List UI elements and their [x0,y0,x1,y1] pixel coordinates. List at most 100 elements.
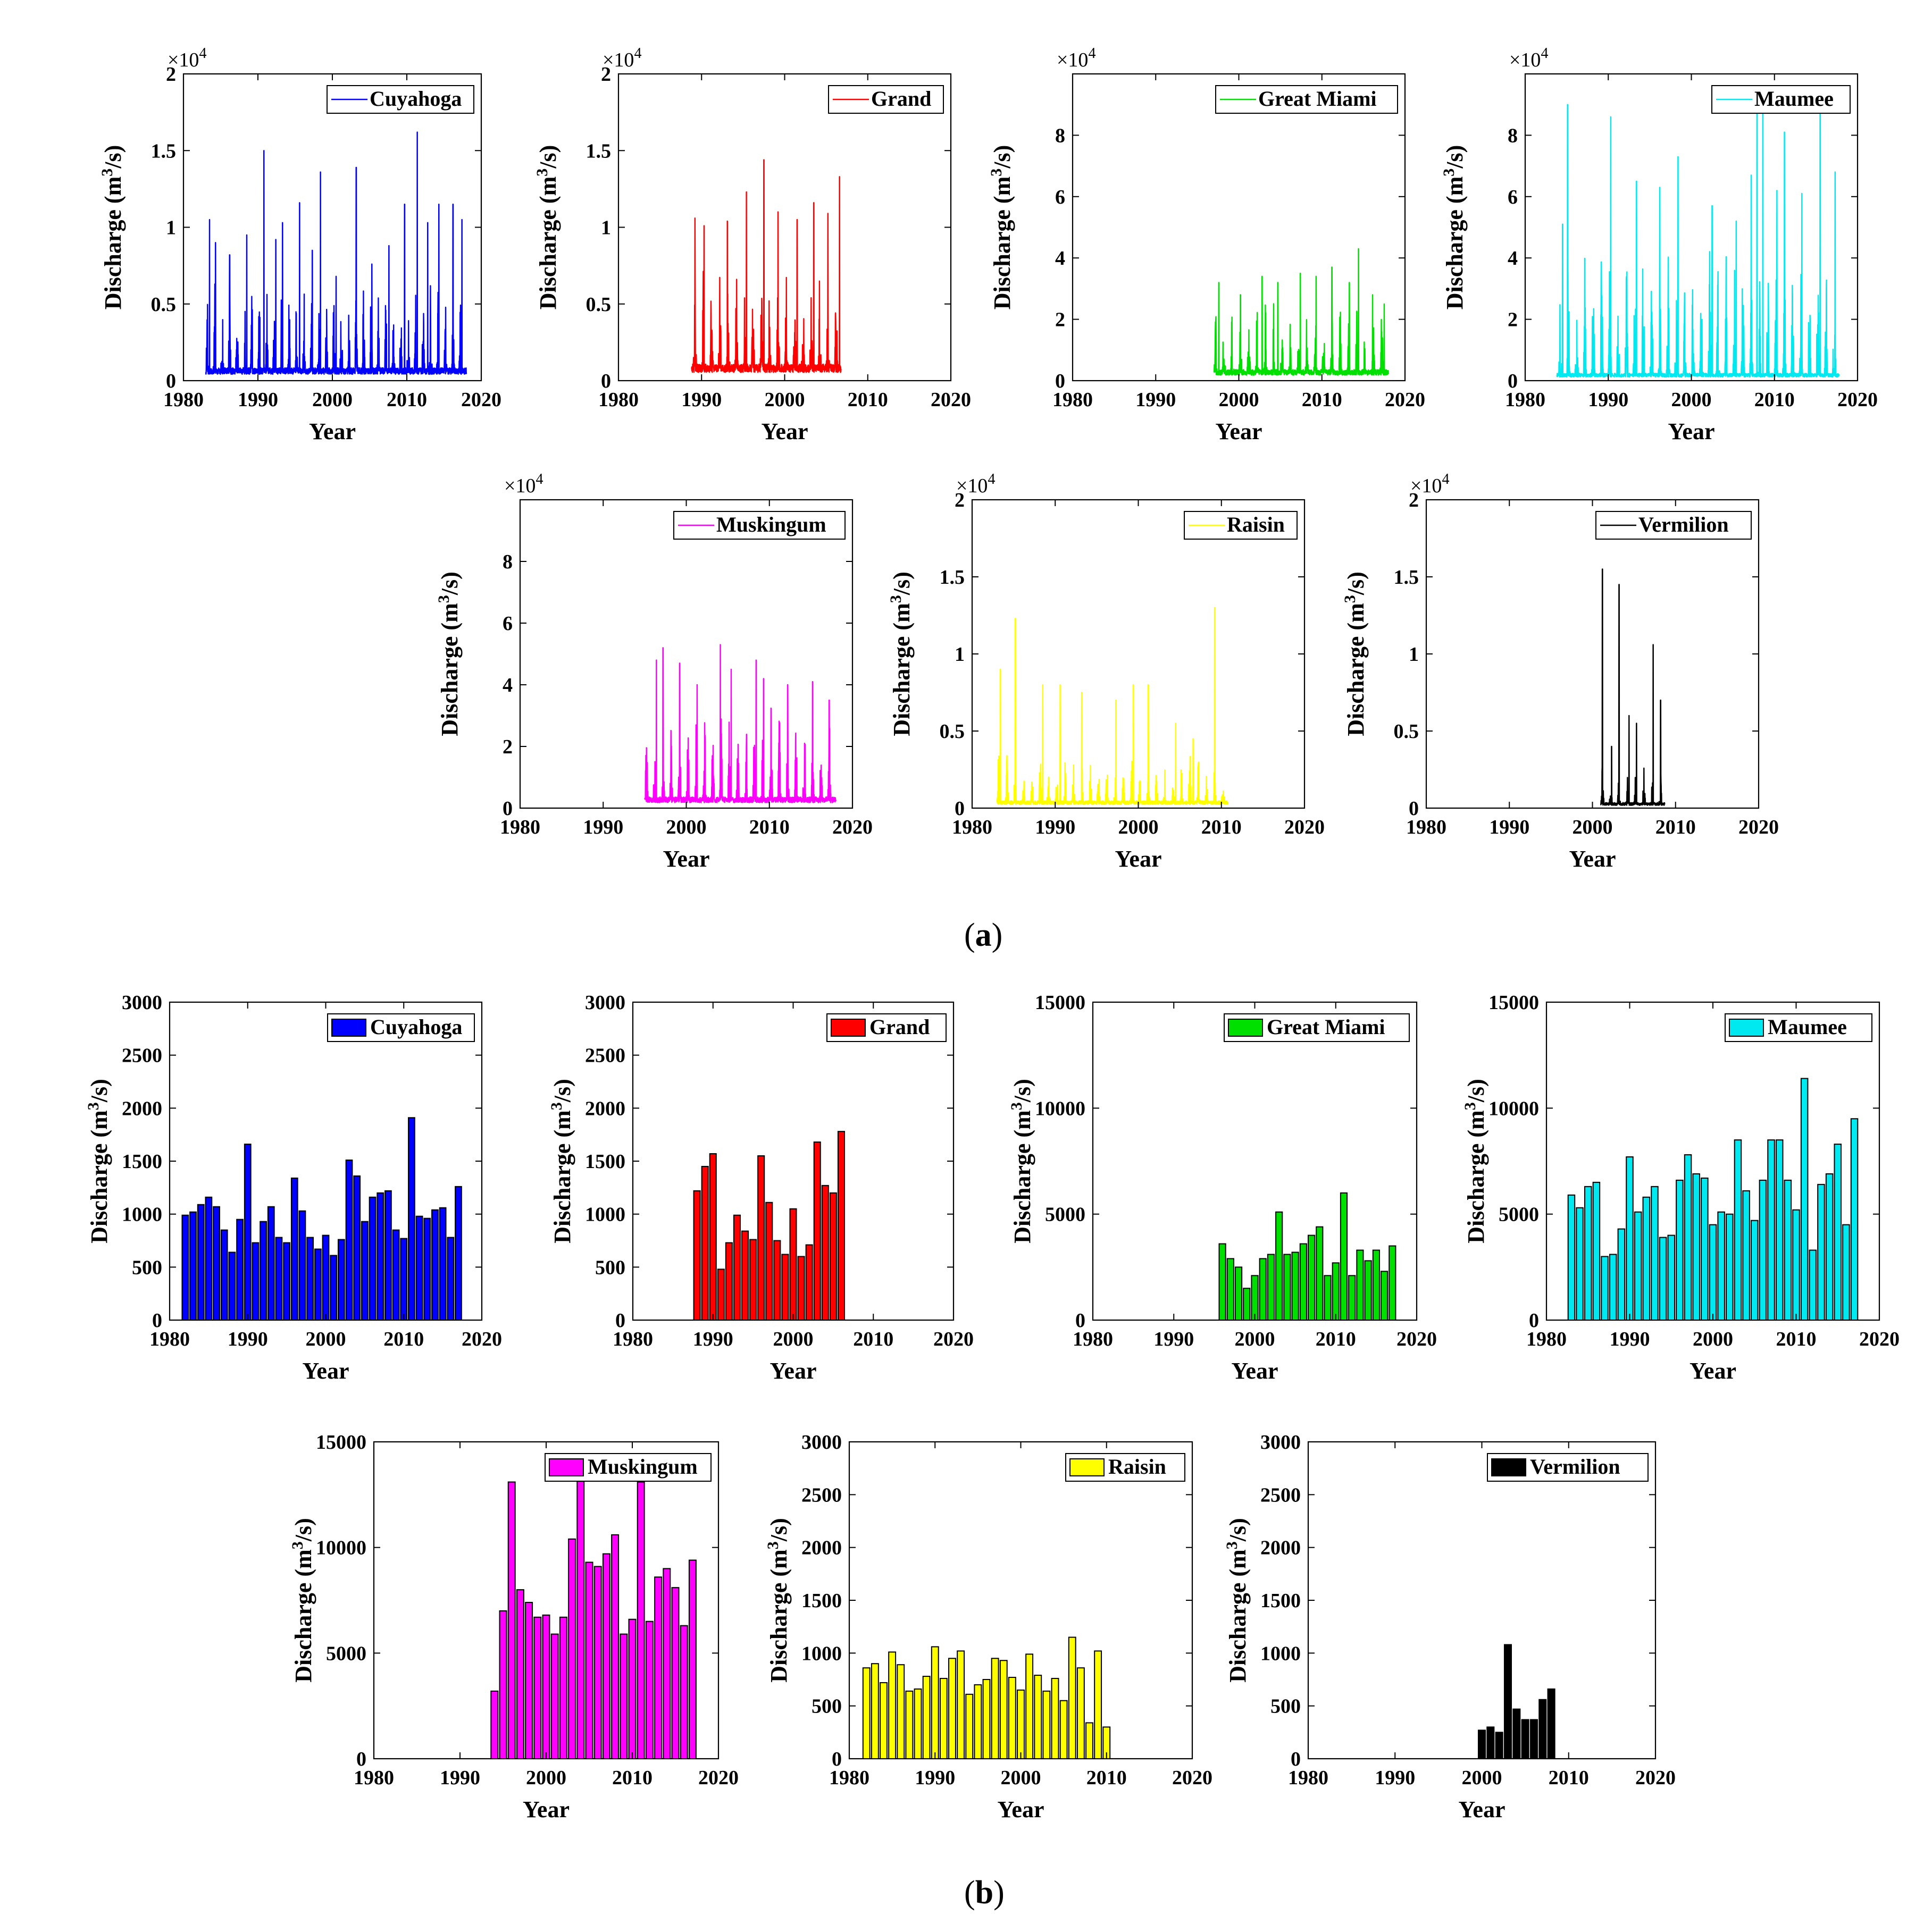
bar-maumee-2017 [1850,1118,1859,1321]
x-axis-label: Year [1690,1358,1736,1384]
bar-great-miami-2008 [1316,1226,1324,1321]
y-tick-label: 0 [601,370,611,392]
y-tick-label: 1.5 [1394,566,1419,589]
x-tick-label: 1980 [1052,389,1093,411]
bar-muskingum-1996 [507,1481,516,1760]
y-tick-label: 0 [1529,1309,1539,1332]
y-tick-label: 0 [955,797,965,820]
series-great-miami [1213,248,1389,376]
bar-great-miami-2013 [1356,1249,1364,1321]
y-axis-label: Discharge (m3/s) [1341,572,1369,736]
bar-raisin-1982 [862,1667,871,1760]
y-tick-label: 1000 [585,1204,625,1226]
bar-great-miami-2000 [1251,1275,1259,1321]
x-tick-label: 1980 [598,389,639,411]
y-tick-label: 0 [832,1748,842,1770]
bar-maumee-2013 [1817,1183,1825,1321]
x-tick-label: 2010 [1316,1328,1356,1350]
bar-raisin-2006 [1068,1636,1076,1760]
bar-grand-1996 [757,1155,765,1321]
x-tick-label: 1980 [829,1767,869,1789]
bar-great-miami-2009 [1324,1275,1332,1321]
bar-cuyahoga-1990 [244,1144,252,1321]
chart-b-raisin: 1980 1990 2000 2010 2020 0 500 1000 1500 2000 2500… [764,1431,1212,1823]
bar-raisin-1985 [888,1651,897,1760]
bar-maumee-2007 [1767,1139,1775,1321]
x-tick-label: 1990 [1153,1328,1194,1350]
bar-cuyahoga-2017 [455,1186,462,1321]
y-tick-label: 3000 [801,1431,842,1454]
bar-grand-1990 [709,1153,717,1321]
bar-muskingum-2007 [602,1553,610,1759]
legend-label: Maumee [1768,1015,1847,1039]
bar-maumee-2001 [1717,1211,1725,1321]
bar-great-miami-2007 [1307,1235,1316,1321]
series-raisin [862,1636,1111,1760]
bar-maumee-1986 [1592,1181,1601,1321]
bar-muskingum-2006 [593,1566,602,1760]
x-tick-label: 1980 [163,389,204,411]
bar-cuyahoga-2008 [384,1190,392,1321]
legend-swatch [549,1458,584,1476]
bar-cuyahoga-1997 [298,1210,306,1321]
bar-grand-2004 [821,1185,829,1321]
legend-label: Grand [869,1015,930,1039]
bar-maumee-1993 [1651,1186,1659,1321]
x-tick-label: 2000 [666,816,707,838]
y-tick-label: 6 [1055,186,1065,208]
x-tick-label: 2020 [1284,816,1325,838]
chart-a-raisin: 1980 1990 2000 2010 2020 0 0.5 1 1.5 2×104 Year Dis… [887,471,1325,872]
legend-label: Maumee [1754,87,1834,111]
bar-cuyahoga-2009 [392,1229,400,1321]
y-tick-label: 1 [1409,643,1419,666]
series-grand [693,1131,845,1321]
x-axis-label: Year [1668,418,1715,444]
y-tick-label: 5000 [326,1642,366,1665]
bar-vermilion-2007 [1538,1699,1547,1759]
x-axis-label: Year [998,1796,1044,1823]
bar-vermilion-2003 [1503,1644,1512,1759]
legend-great-miami: Great Miami [1215,85,1398,114]
x-tick-label: 1990 [238,389,278,411]
bar-raisin-1983 [871,1663,879,1759]
y-tick-label: 6 [1508,186,1518,208]
y-tick-label: 0.5 [940,720,965,743]
x-tick-label: 2020 [1837,389,1878,411]
bar-raisin-1995 [974,1684,982,1760]
y-tick-label: 8 [1508,124,1518,147]
y-multiplier: ×104 [956,471,995,497]
x-axis-label: Year [303,1358,349,1384]
bar-cuyahoga-1986 [213,1206,220,1321]
y-multiplier: ×104 [168,45,206,71]
bar-raisin-1988 [914,1688,922,1759]
x-tick-label: 2010 [387,389,427,411]
bar-great-miami-2017 [1389,1245,1396,1321]
y-tick-label: 2 [1409,489,1419,511]
y-axis-label: Discharge (m3/s) [1223,1518,1251,1683]
bar-grand-1992 [725,1242,733,1321]
legend-label: Raisin [1227,513,1285,536]
bar-maumee-1994 [1659,1237,1667,1321]
x-axis-label: Year [523,1796,570,1823]
series-maumee [1556,85,1840,378]
x-tick-label: 2000 [1573,816,1613,838]
bar-maumee-1990 [1626,1156,1634,1321]
y-tick-label: 2000 [122,1097,162,1120]
y-tick-label: 500 [132,1256,162,1279]
legend-label: Great Miami [1258,87,1377,111]
bar-cuyahoga-2003 [345,1160,353,1321]
line-vermilion [1600,568,1666,806]
bar-muskingum-2010 [628,1618,637,1759]
bar-maumee-1999 [1701,1177,1709,1321]
chart-b-maumee: 1980 1990 2000 2010 2020 0 5000 10000 15000 Year D… [1461,992,1900,1384]
bar-maumee-1988 [1609,1254,1617,1321]
x-tick-label: 1980 [149,1328,190,1350]
legend-cuyahoga: Cuyahoga [327,85,474,114]
x-tick-label: 2000 [312,389,353,411]
x-tick-label: 2020 [461,389,501,411]
x-tick-label: 1990 [1610,1328,1650,1350]
bar-raisin-2007 [1076,1667,1085,1760]
y-tick-label: 1.5 [586,140,612,162]
bar-maumee-1983 [1567,1194,1576,1321]
bar-raisin-1998 [999,1660,1008,1759]
